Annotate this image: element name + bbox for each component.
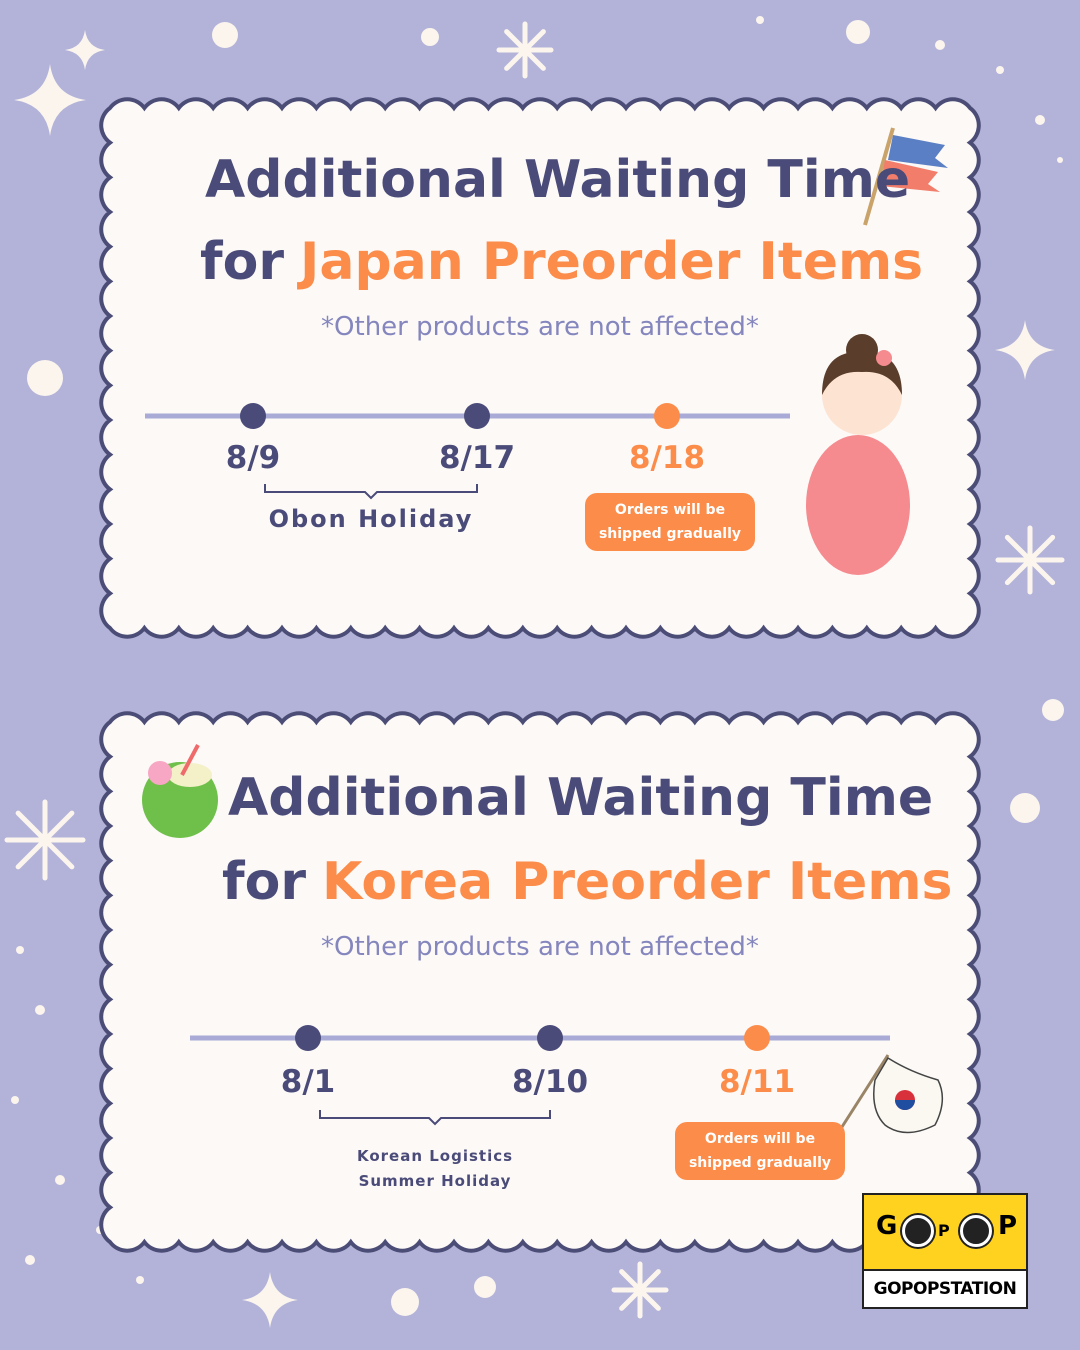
snowflake: [619, 1269, 661, 1311]
taegeuk-blue: [895, 1100, 915, 1110]
date-label: 8/17: [438, 440, 516, 476]
logo: G P P GOPOPSTATION: [862, 1193, 1028, 1309]
sparkle: [995, 320, 1055, 380]
bracket: [319, 1110, 551, 1126]
title-for: for: [200, 232, 284, 292]
title-line: for Japan Preorder Items: [200, 232, 923, 292]
date-label: 8/11: [718, 1064, 796, 1100]
holiday-label: Korean Logistics: [356, 1147, 514, 1165]
dot: [25, 1255, 35, 1265]
date-label: 8/1: [280, 1064, 336, 1100]
shipping-pill: Orders will be shipped gradually: [585, 493, 755, 551]
dot: [474, 1276, 496, 1298]
title-highlight: Japan Preorder Items: [300, 232, 924, 292]
dot: [1042, 699, 1064, 721]
logo-letter: P: [998, 1211, 1018, 1241]
dot: [136, 1276, 144, 1284]
holiday-label: Obon Holiday: [268, 505, 474, 533]
shipping-line: Orders will be: [614, 502, 726, 518]
logo-letter: P: [938, 1221, 950, 1240]
logo-top: G P P: [864, 1195, 1026, 1271]
sparkle: [14, 64, 86, 136]
doll-head: [822, 355, 902, 435]
logo-letter: G: [876, 1211, 898, 1241]
timeline-dot: [537, 1025, 563, 1051]
flower: [148, 761, 172, 785]
shipping-pill: Orders will be shipped gradually: [675, 1122, 845, 1180]
timeline-dot: [654, 403, 680, 429]
note: *Other products are not affected*: [321, 932, 759, 962]
dot: [1057, 157, 1063, 163]
dot: [1035, 115, 1045, 125]
date-label: 8/10: [511, 1064, 589, 1100]
note: *Other products are not affected*: [321, 312, 759, 342]
coconut-top: [168, 763, 212, 787]
title-line: for Korea Preorder Items: [222, 852, 952, 912]
korea-flag-pole: [838, 1054, 890, 1131]
doll-bun: [846, 334, 878, 366]
flag-pole: [863, 127, 895, 226]
logo-eye: [960, 1215, 992, 1247]
dot: [11, 1096, 19, 1104]
dot: [846, 20, 870, 44]
sparkle: [65, 30, 105, 70]
doll-body: [806, 435, 910, 575]
timeline-dot: [464, 403, 490, 429]
logo-wordmark: GOPOPSTATION: [873, 1279, 1017, 1299]
shipping-line: shipped gradually: [598, 526, 742, 542]
title-line: Additional Waiting Time: [228, 768, 934, 828]
title-highlight: Korea Preorder Items: [322, 852, 953, 912]
shipping-line: shipped gradually: [688, 1155, 832, 1171]
timeline-dot: [295, 1025, 321, 1051]
dot: [391, 1288, 419, 1316]
dot: [35, 1005, 45, 1015]
timeline-dot: [240, 403, 266, 429]
dot: [935, 40, 945, 50]
holiday-label: Summer Holiday: [358, 1172, 512, 1190]
carp-streamer: [880, 160, 940, 192]
title-line: Additional Waiting Time: [205, 150, 911, 210]
shipping-line: Orders will be: [704, 1131, 816, 1147]
timeline-dot: [744, 1025, 770, 1051]
straw: [180, 744, 200, 776]
dot: [1010, 793, 1040, 823]
sparkle: [242, 1272, 298, 1328]
date-label: 8/18: [628, 440, 706, 476]
bracket: [264, 484, 478, 500]
snowflake: [15, 810, 75, 870]
logo-eye: [902, 1215, 934, 1247]
carp-streamer: [888, 135, 948, 168]
dot: [996, 66, 1004, 74]
dot: [55, 1175, 65, 1185]
dot: [16, 946, 24, 954]
snowflake: [1004, 534, 1056, 586]
date-label: 8/9: [225, 440, 281, 476]
dot: [421, 28, 439, 46]
dot: [212, 22, 238, 48]
doll-flower: [876, 350, 892, 366]
title-for: for: [222, 852, 306, 912]
dot: [756, 16, 764, 24]
snowflake: [504, 29, 546, 71]
card: [99, 97, 981, 639]
dot: [27, 360, 63, 396]
